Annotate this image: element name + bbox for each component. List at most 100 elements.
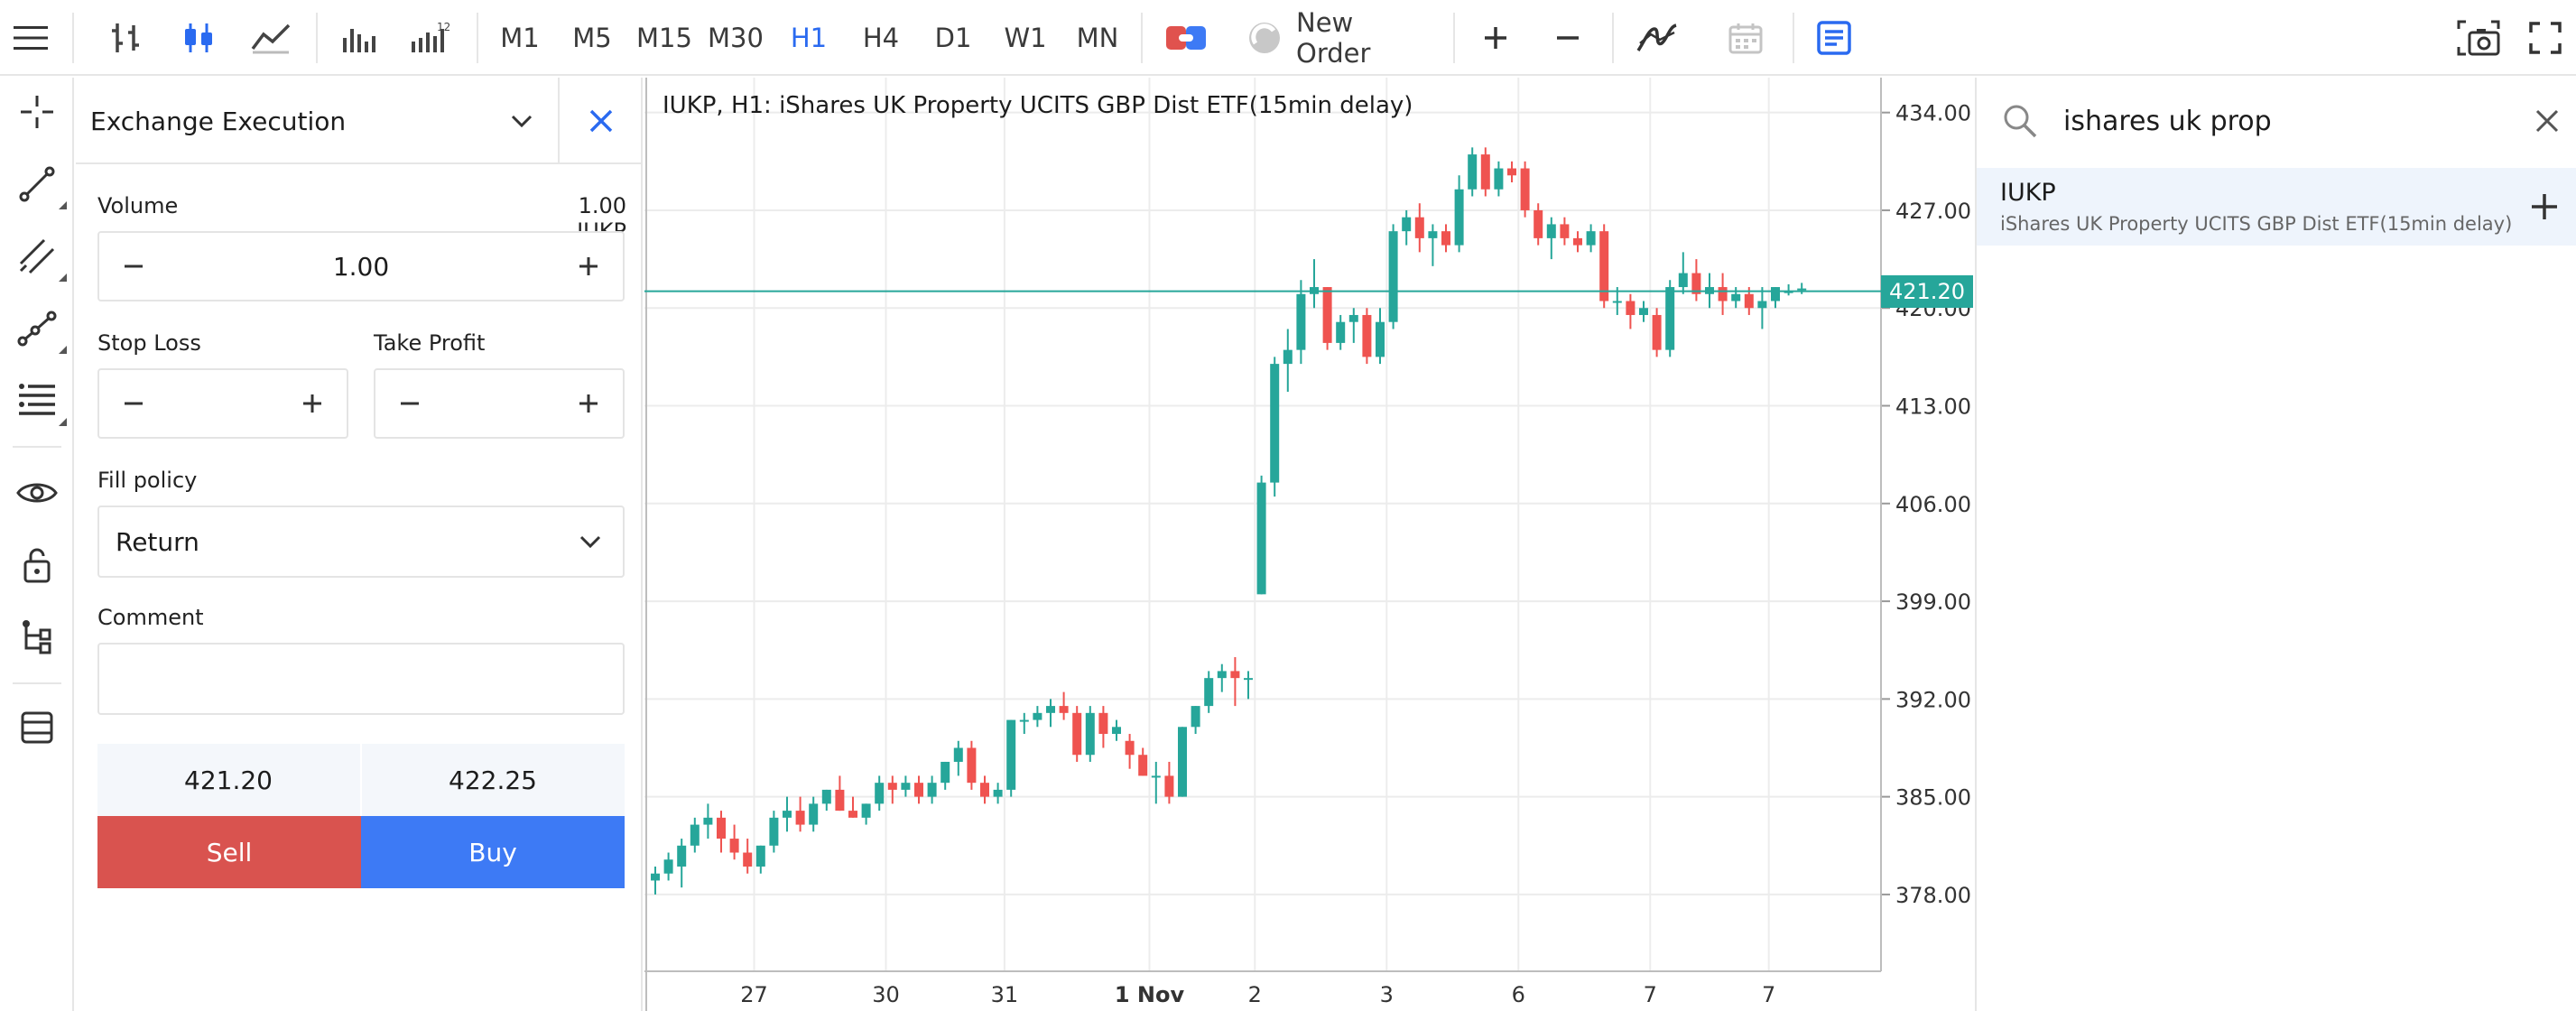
algo-trading-icon[interactable] <box>1242 0 1287 76</box>
fullscreen-icon[interactable] <box>2520 0 2571 76</box>
close-icon[interactable] <box>572 99 630 143</box>
fill-policy-select[interactable]: Return <box>97 506 625 578</box>
candlestick-chart-canvas[interactable]: 434.00427.00420.00413.00406.00399.00392.… <box>644 78 1973 1011</box>
timeframe-m1[interactable]: M1 <box>500 23 540 53</box>
candle-body <box>663 859 673 874</box>
candle-body <box>941 761 950 784</box>
take-profit-increase-button[interactable] <box>554 370 623 437</box>
stop-loss-decrease-button[interactable] <box>99 370 168 437</box>
take-profit-input[interactable] <box>444 370 554 437</box>
result-symbol: IUKP <box>2000 179 2056 207</box>
volume-stepper: 1.00 <box>97 231 625 301</box>
timeframe-d1[interactable]: D1 <box>934 23 972 53</box>
candle-body <box>1072 712 1082 756</box>
candle-body <box>1441 231 1450 246</box>
search-result-row[interactable]: IUKP iShares UK Property UCITS GBP Dist … <box>1977 168 2576 246</box>
tick-volumes-icon[interactable]: 123 <box>404 0 455 76</box>
timeframe-w1[interactable]: W1 <box>1004 23 1047 53</box>
calendar-icon[interactable] <box>1720 0 1771 76</box>
fibonacci-icon[interactable] <box>0 370 74 431</box>
candle-body <box>1230 671 1240 679</box>
toolbar-separator <box>316 13 318 63</box>
comment-input[interactable] <box>97 643 625 715</box>
candle-body <box>1270 364 1280 483</box>
search-bar <box>1977 78 2576 164</box>
candlestick-icon[interactable] <box>173 0 224 76</box>
one-click-trading-icon[interactable] <box>1161 0 1211 76</box>
layers-icon[interactable] <box>0 697 74 758</box>
candle-body <box>1204 678 1214 707</box>
candle-body <box>755 845 765 867</box>
timeframe-m30[interactable]: M30 <box>708 23 764 53</box>
x-tick-label: 30 <box>872 982 900 1007</box>
candle-body <box>1151 775 1161 778</box>
clear-search-icon[interactable] <box>2531 105 2563 137</box>
search-icon <box>2002 103 2038 139</box>
volume-decrease-button[interactable] <box>99 233 168 300</box>
candle-body <box>1164 775 1174 797</box>
chevron-down-icon[interactable] <box>500 99 543 143</box>
candle-body <box>1639 308 1648 315</box>
execution-type-select[interactable]: Exchange Execution <box>90 106 347 136</box>
screenshot-icon[interactable] <box>2451 0 2506 76</box>
eye-icon[interactable] <box>0 462 74 524</box>
line-chart-icon[interactable] <box>246 0 296 76</box>
candle-body <box>1599 231 1609 301</box>
stop-loss-input[interactable] <box>168 370 278 437</box>
new-order-button[interactable]: New Order <box>1296 7 1371 69</box>
candle-body <box>1191 706 1200 728</box>
stop-loss-increase-button[interactable] <box>278 370 347 437</box>
volume-increase-button[interactable] <box>554 233 623 300</box>
indicators-icon[interactable] <box>1632 0 1682 76</box>
fill-policy-value: Return <box>116 526 199 557</box>
crosshair-icon[interactable] <box>0 81 74 143</box>
candle-body <box>703 817 713 825</box>
candle-body <box>1797 288 1807 291</box>
add-symbol-icon[interactable] <box>2525 188 2563 226</box>
candle-body <box>835 789 845 812</box>
stop-loss-stepper <box>97 368 348 439</box>
x-tick-label: 31 <box>991 982 1019 1007</box>
timeframe-h4[interactable]: H4 <box>862 23 900 53</box>
candle-body <box>1757 301 1767 309</box>
candle-body <box>809 803 819 825</box>
notes-icon[interactable] <box>1809 0 1859 76</box>
sell-button[interactable]: Sell <box>97 816 361 888</box>
order-panel: Exchange Execution Volume 1.00 IUKP 1.00… <box>76 78 643 1011</box>
buy-button[interactable]: Buy <box>361 816 625 888</box>
symbol-search-input[interactable] <box>2063 96 2497 146</box>
object-tree-icon[interactable] <box>0 607 74 668</box>
trend-line-icon[interactable] <box>0 153 74 215</box>
lock-icon[interactable] <box>0 534 74 596</box>
candle-body <box>1322 287 1332 343</box>
timeframe-m15[interactable]: M15 <box>636 23 692 53</box>
timeframe-h1[interactable]: H1 <box>790 23 828 53</box>
candle-body <box>1771 287 1780 301</box>
candle-body <box>1376 321 1385 357</box>
zoom-out-icon[interactable] <box>1545 0 1590 76</box>
volumes-icon[interactable] <box>334 0 385 76</box>
toolbar-separator <box>72 13 74 63</box>
price-chart[interactable]: 434.00 427.00 420.00 413.00 406.00 399.00 392.… <box>644 78 1973 1011</box>
candle-body <box>1244 678 1253 681</box>
candle-body <box>1256 482 1266 595</box>
top-toolbar: 123 M1 M5 M15 M30 H1 H4 D1 W1 MN New Ord… <box>0 0 2576 76</box>
candle-body <box>887 783 897 790</box>
order-panel-header: Exchange Execution <box>76 78 643 164</box>
polyline-icon[interactable] <box>0 298 74 359</box>
candle-body <box>1283 349 1293 365</box>
zoom-in-icon[interactable] <box>1473 0 1518 76</box>
svg-text:123: 123 <box>437 22 449 33</box>
timeframe-mn[interactable]: MN <box>1076 23 1119 53</box>
bar-chart-icon[interactable] <box>101 0 152 76</box>
take-profit-decrease-button[interactable] <box>375 370 444 437</box>
menu-icon[interactable] <box>5 0 56 76</box>
current-price-tag: 421.20 <box>1881 274 1973 308</box>
quote-divider <box>360 744 362 816</box>
timeframe-m5[interactable]: M5 <box>572 23 612 53</box>
candle-body <box>1362 314 1372 357</box>
candle-body <box>729 839 739 853</box>
volume-input[interactable]: 1.00 <box>332 251 390 282</box>
channel-icon[interactable] <box>0 226 74 287</box>
y-tick-label: 385.00 <box>1895 785 1971 811</box>
